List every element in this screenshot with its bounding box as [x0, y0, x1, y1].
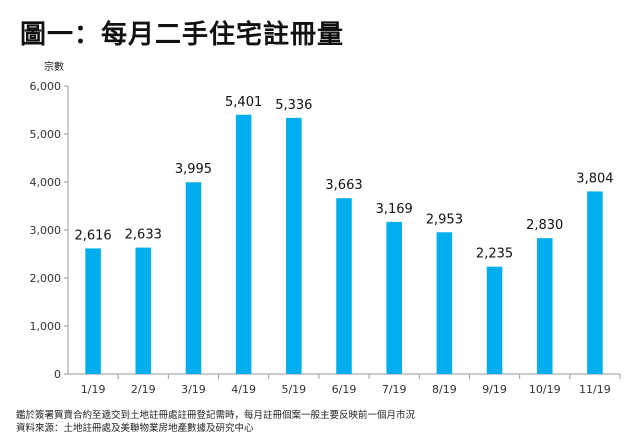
- y-tick-label: 2,000: [30, 272, 62, 285]
- bar: [135, 247, 152, 374]
- x-tick-label: 8/19: [432, 383, 457, 396]
- bar: [486, 266, 503, 374]
- bar: [185, 182, 202, 374]
- data-label: 2,616: [74, 228, 111, 243]
- footnote-note: 鑑於簽署買賣合約至遞交到土地註冊處註冊登記需時，每月註冊個案一般主要反映前一個月…: [16, 410, 416, 421]
- y-tick-label: 1,000: [30, 320, 62, 333]
- y-tick-label: 4,000: [30, 176, 62, 189]
- data-label: 2,633: [125, 228, 162, 243]
- x-tick-label: 5/19: [281, 383, 306, 396]
- bar-chart: 宗數 0 1,000 2,000 3,000 4,000 5,000 6,000 2,616 1/…: [30, 60, 621, 396]
- data-label: 2,830: [526, 218, 563, 233]
- data-label: 3,663: [325, 178, 362, 193]
- data-label: 3,169: [376, 202, 413, 217]
- bar: [336, 198, 352, 374]
- bar: [436, 232, 453, 374]
- data-label: 2,953: [426, 212, 463, 227]
- x-tick-label: 3/19: [181, 383, 206, 396]
- x-tick-label: 7/19: [382, 383, 407, 396]
- chart-title: 圖一：每月二手住宅註冊量: [20, 20, 345, 50]
- x-tick-label: 6/19: [332, 383, 357, 396]
- chart-notes: 鑑於簽署買賣合約至遞交到土地註冊處註冊登記需時，每月註冊個案一般主要反映前一個月…: [16, 409, 415, 435]
- data-label: 3,995: [175, 162, 212, 177]
- footnote-source: 資料來源：土地註冊處及美聯物業房地產數據及研究中心: [16, 423, 254, 434]
- data-label: 2,235: [476, 247, 513, 262]
- x-tick-label: 2/19: [131, 383, 156, 396]
- x-tick-label: 4/19: [231, 383, 256, 396]
- bar: [85, 248, 101, 374]
- bar: [386, 221, 402, 374]
- bar: [286, 117, 302, 374]
- bar: [235, 114, 252, 374]
- x-tick-label: 11/19: [579, 383, 611, 396]
- x-tick-label: 1/19: [81, 383, 106, 396]
- data-label: 5,401: [225, 95, 262, 110]
- data-label: 5,336: [275, 98, 312, 113]
- bar: [587, 191, 603, 374]
- y-tick-label: 5,000: [30, 128, 62, 141]
- data-label: 3,804: [576, 171, 613, 186]
- y-axis-label: 宗數: [44, 60, 64, 73]
- x-tick-label: 9/19: [482, 383, 507, 396]
- y-tick-label: 6,000: [30, 80, 62, 93]
- bar: [536, 238, 553, 374]
- y-tick-label: 0: [54, 368, 61, 381]
- x-tick-label: 10/19: [529, 383, 561, 396]
- y-tick-label: 3,000: [30, 224, 62, 237]
